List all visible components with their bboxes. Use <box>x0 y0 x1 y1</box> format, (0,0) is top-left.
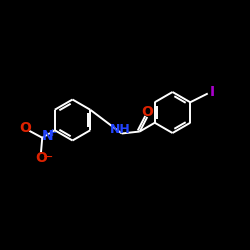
Text: O: O <box>141 104 153 118</box>
Text: O: O <box>35 151 47 165</box>
Text: O: O <box>19 121 31 135</box>
Text: −: − <box>43 151 53 164</box>
Text: NH: NH <box>110 123 131 136</box>
Text: +: + <box>48 128 58 138</box>
Text: N: N <box>42 130 53 143</box>
Text: I: I <box>210 85 215 99</box>
